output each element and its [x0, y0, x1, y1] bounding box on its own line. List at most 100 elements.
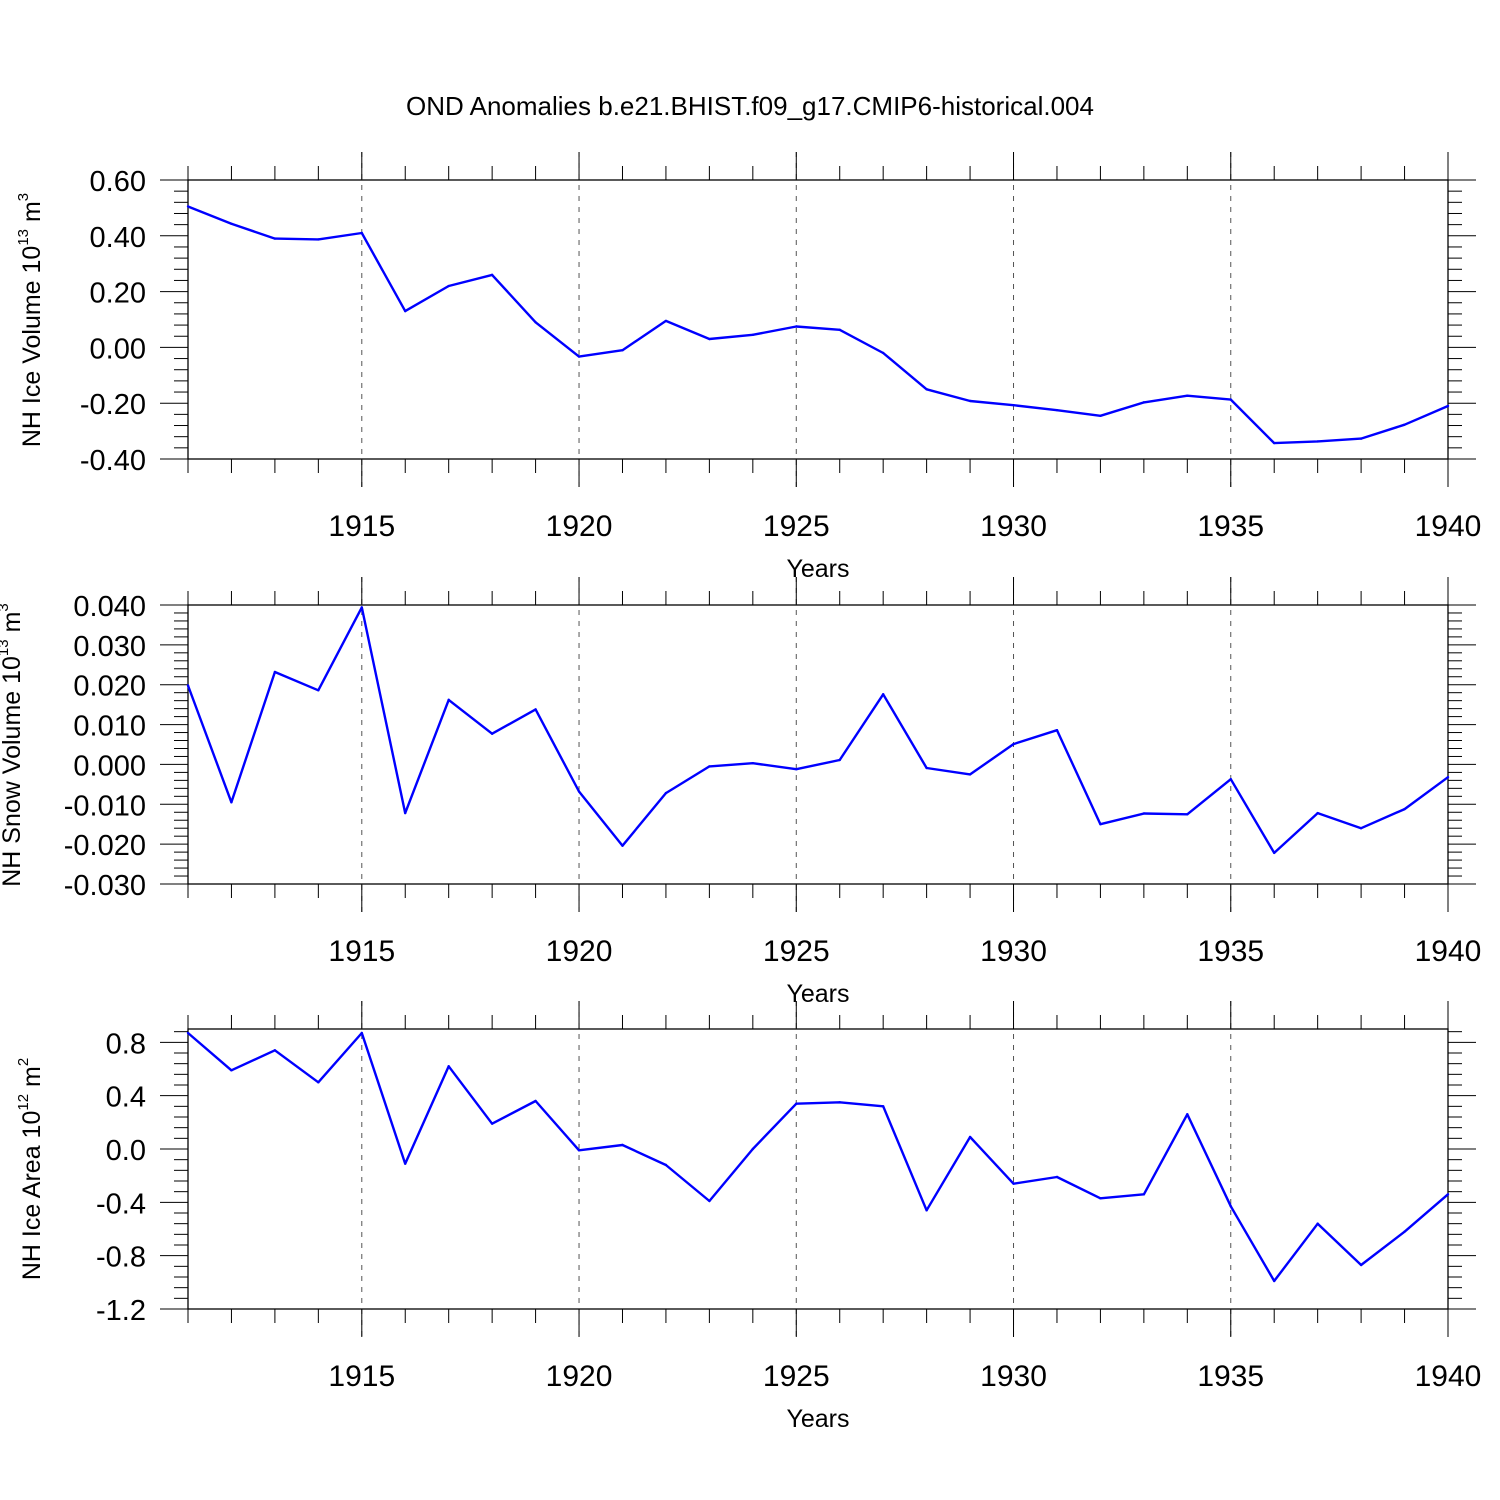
x-tick-label: 1925 — [763, 935, 830, 968]
ice-area-data-point — [751, 1147, 755, 1151]
ice-area-data-point — [1273, 1279, 1276, 1283]
ice-area-data-point — [621, 1143, 624, 1147]
ice-area-data-point — [360, 1031, 363, 1035]
snow-volume-data-point — [317, 689, 320, 692]
snow-volume-data-point — [708, 765, 711, 768]
x-tick-label: 1930 — [980, 1360, 1047, 1393]
snow-volume-data-point — [925, 766, 928, 770]
ice-area-data-point — [1229, 1205, 1232, 1208]
ice-area-data-point — [925, 1209, 928, 1212]
ice-area-data-point — [534, 1099, 537, 1103]
ice-volume-data-point — [1273, 441, 1276, 445]
snow-volume-series-line — [186, 606, 1449, 855]
snow-volume-data-point — [273, 670, 277, 674]
ice-area-data-point — [1055, 1175, 1059, 1179]
x-tick-label: 1935 — [1197, 1360, 1264, 1393]
ice-area-data-point — [838, 1101, 841, 1104]
x-tick-label: 1930 — [980, 510, 1047, 543]
x-tick-label: 1930 — [980, 935, 1047, 968]
y-tick-label: 0.040 — [73, 591, 146, 623]
ice-volume-data-point — [1142, 401, 1146, 404]
ice-volume-data-point — [968, 399, 972, 403]
ice-volume-data-point — [534, 321, 537, 324]
snow-volume-data-point — [1316, 811, 1319, 815]
ice-volume-data-point — [1446, 404, 1450, 408]
snow-volume-data-point — [1273, 851, 1276, 855]
ice-volume-data-point — [230, 222, 233, 226]
y-tick-label: -0.020 — [64, 830, 146, 862]
y-tick-label: -0.8 — [96, 1242, 146, 1274]
ice-volume-data-point — [795, 325, 798, 328]
ice-area-data-point — [664, 1163, 668, 1167]
x-tick-label: 1940 — [1415, 1360, 1482, 1393]
ice-volume-data-point — [708, 337, 711, 341]
snow-volume-data-point — [838, 758, 841, 762]
snow-volume-data-point — [1186, 813, 1189, 816]
snow-volume-data-point — [664, 791, 668, 795]
y-tick-label: -0.030 — [64, 870, 146, 902]
ice-area-data-point — [577, 1149, 581, 1152]
x-axis-label: Years — [786, 1405, 849, 1433]
x-tick-label: 1920 — [546, 1360, 613, 1393]
ice-volume-data-point — [1186, 394, 1189, 397]
y-tick-label: 0.030 — [73, 631, 146, 663]
ice-volume-data-point — [1316, 440, 1319, 443]
y-tick-label: 0.000 — [73, 750, 146, 782]
x-tick-label: 1940 — [1415, 510, 1482, 543]
ice-volume-data-point — [838, 328, 841, 332]
ice-area-data-point — [490, 1122, 494, 1125]
y-axis-label: NH Ice Area 1012 m2 — [15, 1058, 46, 1280]
ice-volume-data-point — [621, 348, 624, 352]
ice-area-data-point — [1316, 1222, 1319, 1225]
ice-area-data-point — [968, 1135, 972, 1139]
snow-volume-data-point — [751, 762, 755, 765]
ice-volume-data-point — [1359, 437, 1363, 440]
y-axis-label: NH Snow Volume 1013 m3 — [0, 603, 26, 887]
ice-area-data-point — [1099, 1197, 1102, 1200]
ice-area-data-point — [1186, 1113, 1189, 1116]
x-tick-label: 1915 — [328, 510, 395, 543]
x-tick-label: 1920 — [546, 935, 613, 968]
y-tick-label: 0.4 — [106, 1082, 146, 1114]
ice-volume-data-point — [577, 355, 581, 358]
snow-volume-data-point — [447, 698, 450, 702]
ice-area-data-point — [230, 1069, 233, 1072]
ice-volume-data-point — [1403, 423, 1406, 426]
ice-volume-data-point — [925, 388, 928, 391]
snow-volume-data-point — [490, 732, 494, 735]
ice-volume-data-point — [360, 231, 363, 235]
ice-area-data-point — [1359, 1263, 1363, 1267]
snow-volume-data-point — [230, 801, 233, 804]
x-tick-label: 1935 — [1197, 510, 1264, 543]
snow-volume-data-point — [577, 790, 581, 793]
snow-volume-data-point — [1099, 823, 1102, 826]
y-tick-label: -0.010 — [64, 790, 146, 822]
y-tick-label: 0.60 — [90, 166, 146, 198]
ice-area-data-point — [795, 1102, 798, 1105]
ice-volume-data-point — [1012, 403, 1015, 407]
snow-volume-panel: -0.030 -0.020 -0.010 0.000 0.010 0.020 0.030 0.… — [0, 577, 1481, 1008]
ice-area-data-point — [708, 1199, 711, 1203]
y-tick-label: -0.4 — [96, 1188, 146, 1220]
y-tick-label: 0.010 — [73, 711, 146, 743]
snow-volume-data-point — [534, 708, 537, 711]
snow-volume-data-point — [186, 684, 190, 687]
y-tick-label: 0.020 — [73, 671, 146, 703]
x-tick-label: 1925 — [763, 1360, 830, 1393]
y-axis-label: NH Ice Volume 1013 m3 — [15, 193, 46, 447]
y-tick-label: -0.20 — [80, 389, 146, 421]
y-tick-label: 0.20 — [90, 278, 146, 310]
snow-volume-data-point — [360, 606, 363, 609]
ice-volume-data-point — [490, 273, 494, 277]
ice-volume-data-point — [404, 309, 407, 313]
snow-volume-data-point — [1142, 812, 1146, 815]
ice-area-data-point — [1403, 1230, 1406, 1233]
ice-volume-data-point — [1229, 398, 1232, 401]
snow-volume-data-point — [1403, 807, 1406, 811]
ice-volume-data-point — [1099, 414, 1102, 417]
snow-volume-data-point — [881, 693, 885, 696]
y-tick-label: 0.0 — [106, 1135, 146, 1167]
plot-frame — [187, 604, 1449, 885]
ice-area-series-line — [187, 1031, 1449, 1283]
